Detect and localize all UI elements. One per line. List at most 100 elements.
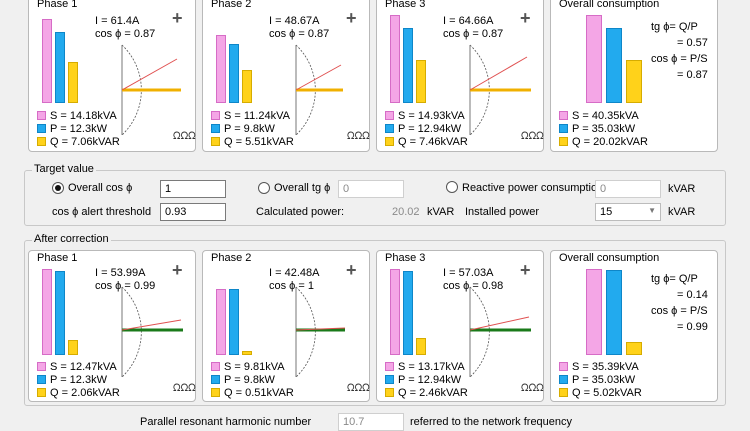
q-value: Q = 20.02kVAR bbox=[572, 135, 648, 148]
power-legend: S = 12.47kVA P = 12.3kW Q = 2.06kVAR bbox=[37, 360, 120, 399]
power-legend: S = 11.24kVA P = 9.8kW Q = 5.51kVAR bbox=[211, 109, 294, 148]
calculated-power-value: 20.02 bbox=[392, 206, 420, 218]
q-bar bbox=[626, 60, 642, 103]
target-value-group bbox=[24, 170, 726, 226]
cos-formula: cos ϕ = P/S bbox=[651, 53, 708, 65]
plus-icon[interactable]: + bbox=[346, 260, 357, 280]
after-correction-group bbox=[24, 240, 726, 406]
q-swatch bbox=[37, 137, 46, 146]
inductor-icon: ᘯᘯᘯ bbox=[173, 131, 196, 142]
q-swatch bbox=[559, 388, 568, 397]
s-swatch bbox=[211, 111, 220, 120]
cosphi-readout: cos ϕ = 0.99 bbox=[95, 280, 156, 292]
s-bar bbox=[42, 19, 52, 103]
q-bar bbox=[626, 342, 642, 355]
installed-power-select[interactable]: 15 ▼ bbox=[595, 203, 661, 221]
power-legend: S = 35.39kVA P = 35.03kW Q = 5.02kVAR bbox=[559, 360, 642, 399]
cosphi-readout: cos ϕ = 1 bbox=[269, 280, 314, 292]
cosphi-readout: cos ϕ = 0.87 bbox=[443, 28, 504, 40]
phase-title: Phase 1 bbox=[37, 252, 78, 264]
overall-panel: Overall consumption tg ϕ= Q/P = 0.57 cos… bbox=[550, 0, 718, 152]
s-bar bbox=[216, 289, 226, 355]
p-value: P = 9.8kW bbox=[224, 373, 275, 386]
phase-panel-1: Phase 1 I = 61.4A cos ϕ = 0.87 + ᘯᘯᘯ S =… bbox=[28, 0, 196, 152]
phasor-diagram bbox=[469, 44, 531, 136]
q-bar bbox=[68, 340, 78, 355]
harmonic-input[interactable]: 10.7 bbox=[338, 413, 404, 431]
power-legend: S = 14.18kVA P = 12.3kW Q = 7.06kVAR bbox=[37, 109, 120, 148]
s-swatch bbox=[385, 111, 394, 120]
s-swatch bbox=[559, 362, 568, 371]
s-bar bbox=[390, 15, 400, 103]
cosphi-readout: cos ϕ = 0.98 bbox=[443, 280, 504, 292]
overall-title: Overall consumption bbox=[559, 252, 660, 264]
p-swatch bbox=[385, 375, 394, 384]
p-bar bbox=[55, 271, 65, 355]
p-bar bbox=[606, 28, 622, 103]
q-swatch bbox=[211, 388, 220, 397]
cosphi-readout: cos ϕ = 0.87 bbox=[269, 28, 330, 40]
overall-tg-input[interactable]: 0 bbox=[338, 180, 404, 198]
after-phase-panel-3: Phase 3 I = 57.03A cos ϕ = 0.98 + ᘯᘯᘯ S … bbox=[376, 250, 544, 402]
phasor-diagram bbox=[469, 286, 531, 378]
s-value: S = 9.81kVA bbox=[224, 360, 285, 373]
power-legend: S = 9.81kVA P = 9.8kW Q = 0.51kVAR bbox=[211, 360, 294, 399]
installed-power-unit: kVAR bbox=[668, 206, 696, 218]
tg-value: = 0.14 bbox=[677, 289, 708, 301]
s-bar bbox=[586, 15, 602, 103]
p-swatch bbox=[385, 124, 394, 133]
plus-icon[interactable]: + bbox=[520, 260, 531, 280]
p-bar bbox=[403, 28, 413, 103]
phase-title: Phase 3 bbox=[385, 0, 426, 10]
s-swatch bbox=[211, 362, 220, 371]
s-value: S = 11.24kVA bbox=[224, 109, 290, 122]
s-value: S = 35.39kVA bbox=[572, 360, 639, 373]
cos-value: = 0.99 bbox=[677, 321, 708, 333]
overall-title: Overall consumption bbox=[559, 0, 660, 10]
plus-icon[interactable]: + bbox=[172, 8, 183, 28]
s-value: S = 40.35kVA bbox=[572, 109, 639, 122]
overall-cos-radio[interactable] bbox=[52, 182, 64, 194]
current-readout: I = 57.03A bbox=[443, 267, 494, 279]
current-readout: I = 53.99A bbox=[95, 267, 146, 279]
q-bar bbox=[68, 62, 78, 103]
phasor-diagram bbox=[295, 286, 346, 378]
s-bar bbox=[586, 269, 602, 355]
s-bar bbox=[390, 269, 400, 355]
q-bar bbox=[416, 338, 426, 355]
installed-power-value: 15 bbox=[600, 206, 613, 218]
p-bar bbox=[606, 270, 622, 355]
p-bar bbox=[229, 289, 239, 355]
plus-icon[interactable]: + bbox=[346, 8, 357, 28]
q-swatch bbox=[559, 137, 568, 146]
overall-cos-input[interactable]: 1 bbox=[160, 180, 226, 198]
phase-title: Phase 3 bbox=[385, 252, 426, 264]
tg-value: = 0.57 bbox=[677, 37, 708, 49]
q-bar bbox=[416, 60, 426, 103]
current-readout: I = 64.66A bbox=[443, 15, 494, 27]
q-value: Q = 2.46kVAR bbox=[398, 386, 468, 399]
power-legend: S = 14.93kVA P = 12.94kW Q = 7.46kVAR bbox=[385, 109, 468, 148]
after-phase-panel-1: Phase 1 I = 53.99A cos ϕ = 0.99 + ᘯᘯᘯ S … bbox=[28, 250, 196, 402]
harmonic-suffix: referred to the network frequency bbox=[410, 416, 573, 428]
phase-title: Phase 2 bbox=[211, 0, 252, 10]
p-swatch bbox=[37, 124, 46, 133]
reactive-power-radio[interactable] bbox=[446, 181, 458, 193]
overall-tg-radio[interactable] bbox=[258, 182, 270, 194]
inductor-icon: ᘯᘯᘯ bbox=[173, 383, 196, 394]
p-bar bbox=[55, 32, 65, 103]
p-swatch bbox=[211, 124, 220, 133]
chevron-down-icon[interactable]: ▼ bbox=[648, 206, 656, 215]
plus-icon[interactable]: + bbox=[172, 260, 183, 280]
cos-formula: cos ϕ = P/S bbox=[651, 305, 708, 317]
current-readout: I = 42.48A bbox=[269, 267, 320, 279]
alert-threshold-input[interactable]: 0.93 bbox=[160, 203, 226, 221]
q-value: Q = 2.06kVAR bbox=[50, 386, 120, 399]
reactive-power-input[interactable]: 0 bbox=[595, 180, 661, 198]
after-overall-panel: Overall consumption tg ϕ= Q/P = 0.14 cos… bbox=[550, 250, 718, 402]
p-value: P = 9.8kW bbox=[224, 122, 275, 135]
q-swatch bbox=[385, 137, 394, 146]
power-legend: S = 40.35kVA P = 35.03kW Q = 20.02kVAR bbox=[559, 109, 648, 148]
plus-icon[interactable]: + bbox=[520, 8, 531, 28]
q-value: Q = 0.51kVAR bbox=[224, 386, 294, 399]
